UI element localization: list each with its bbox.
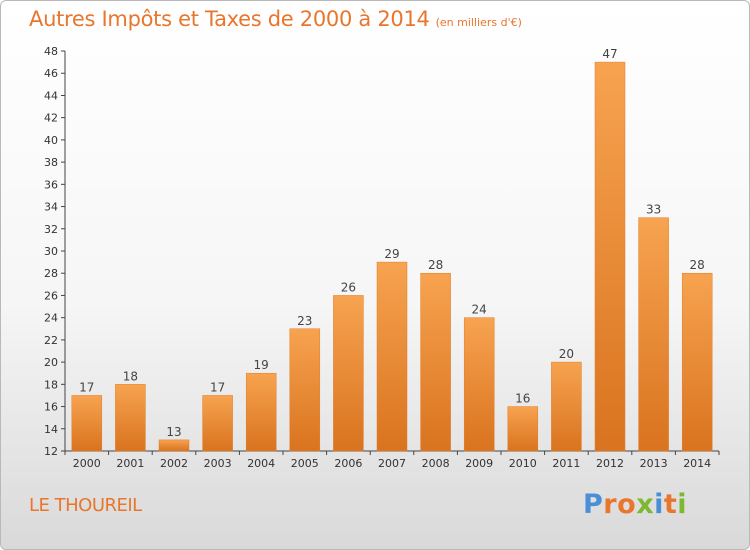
y-tick-label: 14: [44, 423, 58, 436]
logo-letter: x: [636, 489, 655, 520]
logo-letter: o: [617, 489, 637, 520]
y-tick-label: 22: [44, 334, 58, 347]
data-label-2011: 20: [559, 347, 574, 361]
x-tick-label: 2011: [552, 457, 580, 470]
bar-2005: [289, 328, 321, 452]
y-tick-label: 46: [44, 67, 58, 80]
bar-2003: [202, 395, 233, 452]
location-name: LE THOUREIL: [29, 495, 142, 516]
x-tick-label: 2007: [378, 457, 406, 470]
x-tick-label: 2004: [247, 457, 275, 470]
x-tick-label: 2013: [640, 457, 668, 470]
data-label-2012: 47: [602, 47, 617, 61]
x-tick-label: 2008: [422, 457, 450, 470]
bar-2009: [463, 317, 495, 452]
y-tick-label: 28: [44, 267, 58, 280]
bars: [71, 61, 713, 452]
data-label-2003: 17: [210, 380, 225, 394]
bar-2007: [376, 261, 408, 452]
y-tick-label: 20: [44, 356, 58, 369]
x-tick-label: 2010: [509, 457, 537, 470]
logo-letter: P: [583, 489, 604, 520]
y-tick-label: 42: [44, 112, 58, 125]
y-tick-label: 44: [44, 89, 58, 102]
y-tick-label: 24: [44, 312, 58, 325]
bar-2013: [638, 217, 669, 452]
x-tick-label: 2014: [683, 457, 711, 470]
logo-letter: t: [663, 489, 678, 520]
x-tick-label: 2006: [334, 457, 362, 470]
logo-letter: r: [603, 489, 618, 520]
data-label-2002: 13: [166, 425, 181, 439]
y-tick-label: 48: [44, 45, 58, 58]
data-label-2004: 19: [254, 358, 269, 372]
x-tick-label: 2003: [204, 457, 232, 470]
y-tick-label: 40: [44, 134, 58, 147]
data-labels: 17 18 13 17 19 23 26 29 28 24 16 20 47 33 28: [79, 47, 705, 439]
x-tick-label: 2001: [116, 457, 144, 470]
proxiti-logo[interactable]: Proxiti: [583, 489, 687, 520]
data-label-2005: 23: [297, 314, 312, 328]
data-label-2010: 16: [515, 392, 530, 406]
bar-2008: [420, 272, 451, 452]
data-label-2013: 33: [646, 203, 661, 217]
bar-2000: [71, 395, 103, 452]
y-tick-label: 18: [44, 378, 58, 391]
x-tick-label: 2012: [596, 457, 624, 470]
bar-2001: [115, 384, 146, 452]
x-tick-label: 2002: [160, 457, 188, 470]
y-tick-label: 30: [44, 245, 58, 258]
x-tick-label: 2005: [291, 457, 319, 470]
data-label-2001: 18: [123, 369, 138, 383]
y-tick-label: 36: [44, 178, 58, 191]
y-tick-label: 38: [44, 156, 58, 169]
data-label-2006: 26: [341, 280, 356, 294]
bar-2011: [551, 361, 582, 452]
logo-letter: i: [677, 489, 688, 520]
bar-2012: [594, 61, 626, 452]
y-tick-label: 16: [44, 401, 58, 414]
chart-title-text: Autres Impôts et Taxes de 2000 à 2014: [29, 7, 430, 31]
bar-2004: [245, 372, 277, 452]
bar-2002: [158, 439, 190, 452]
chart-title: Autres Impôts et Taxes de 2000 à 2014 (en…: [29, 7, 522, 31]
y-tick-label: 26: [44, 289, 58, 302]
data-label-2000: 17: [79, 380, 94, 394]
data-label-2007: 29: [384, 247, 399, 261]
data-label-2008: 28: [428, 258, 443, 272]
data-label-2009: 24: [472, 303, 487, 317]
data-label-2014: 28: [690, 258, 705, 272]
x-tick-label: 2000: [73, 457, 101, 470]
y-tick-label: 34: [44, 201, 58, 214]
y-tick-label: 32: [44, 223, 58, 236]
y-tick-label: 12: [44, 445, 58, 458]
x-tick-label: 2009: [465, 457, 493, 470]
bar-2014: [681, 272, 713, 452]
axes: 12 14 16 18 20 22 24 26 28 30 32 34 36 38 40 42 44 46 48 20…: [44, 45, 720, 470]
bar-2010: [507, 406, 539, 452]
bar-2006: [333, 295, 364, 452]
logo-letter: i: [654, 489, 664, 520]
chart-subtitle: (en milliers d'€): [435, 16, 522, 29]
